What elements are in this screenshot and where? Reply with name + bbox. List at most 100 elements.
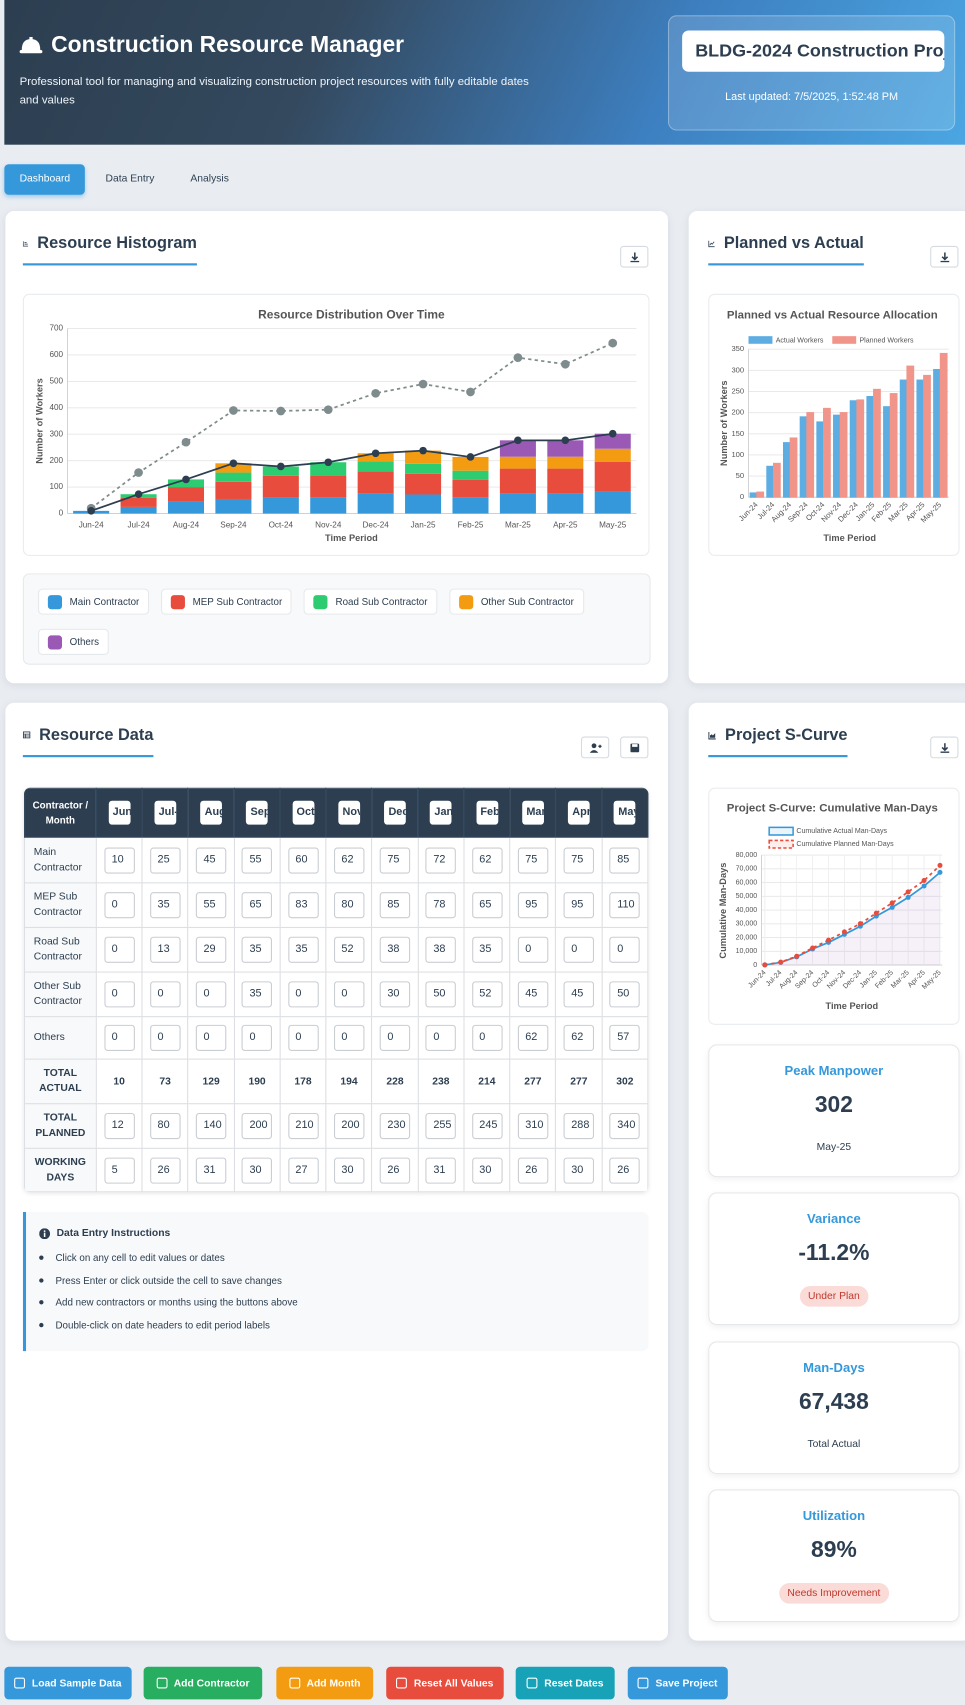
value-input[interactable]: 0 xyxy=(471,1024,503,1051)
value-input[interactable]: 0 xyxy=(103,981,135,1008)
value-input[interactable]: 29 xyxy=(195,936,227,963)
value-input[interactable]: 30 xyxy=(241,1157,273,1184)
download-button[interactable] xyxy=(930,736,959,759)
value-input[interactable]: 62 xyxy=(563,1024,595,1051)
value-input[interactable]: 55 xyxy=(195,892,227,919)
value-input[interactable]: 57 xyxy=(609,1024,641,1051)
action-button[interactable]: Reset All Values xyxy=(386,1666,504,1700)
value-input[interactable]: 62 xyxy=(471,846,503,874)
value-input[interactable]: 110 xyxy=(609,892,641,919)
project-name-input[interactable]: BLDG-2024 Construction Project xyxy=(682,30,945,72)
value-input[interactable]: 13 xyxy=(149,936,181,963)
value-input[interactable]: 62 xyxy=(517,1024,549,1051)
value-input[interactable]: 83 xyxy=(287,892,319,919)
value-input[interactable]: 31 xyxy=(195,1157,227,1184)
value-input[interactable]: 25 xyxy=(149,846,181,874)
value-input[interactable]: 45 xyxy=(563,981,595,1008)
value-input[interactable]: 255 xyxy=(425,1112,457,1140)
month-input[interactable]: Sep-24 xyxy=(246,800,268,825)
action-button[interactable]: Load Sample Data xyxy=(4,1666,132,1700)
value-input[interactable]: 27 xyxy=(287,1157,319,1184)
value-input[interactable]: 0 xyxy=(149,1024,181,1051)
value-input[interactable]: 0 xyxy=(103,892,135,919)
value-input[interactable]: 95 xyxy=(563,892,595,919)
value-input[interactable]: 210 xyxy=(287,1112,319,1140)
value-input[interactable]: 30 xyxy=(563,1157,595,1184)
value-input[interactable]: 55 xyxy=(241,846,273,874)
value-input[interactable]: 0 xyxy=(241,1024,273,1051)
value-input[interactable]: 35 xyxy=(149,892,181,919)
value-input[interactable]: 12 xyxy=(103,1112,135,1140)
value-input[interactable]: 0 xyxy=(195,1024,227,1051)
value-input[interactable]: 65 xyxy=(471,892,503,919)
value-input[interactable]: 230 xyxy=(379,1112,411,1140)
value-input[interactable]: 310 xyxy=(517,1112,549,1140)
value-input[interactable]: 0 xyxy=(333,981,365,1008)
value-input[interactable]: 38 xyxy=(425,936,457,963)
value-input[interactable]: 52 xyxy=(471,981,503,1008)
value-input[interactable]: 75 xyxy=(563,846,595,874)
value-input[interactable]: 50 xyxy=(609,981,641,1008)
value-input[interactable]: 0 xyxy=(517,936,549,963)
value-input[interactable]: 26 xyxy=(379,1157,411,1184)
month-input[interactable]: Oct-24 xyxy=(292,800,314,825)
value-input[interactable]: 35 xyxy=(241,981,273,1008)
value-input[interactable]: 26 xyxy=(149,1157,181,1184)
value-input[interactable]: 75 xyxy=(517,846,549,874)
value-input[interactable]: 45 xyxy=(195,846,227,874)
value-input[interactable]: 200 xyxy=(333,1112,365,1140)
value-input[interactable]: 52 xyxy=(333,936,365,963)
month-input[interactable]: Apr-25 xyxy=(567,800,590,825)
value-input[interactable]: 31 xyxy=(425,1157,457,1184)
month-input[interactable]: Dec-24 xyxy=(384,800,406,825)
value-input[interactable]: 0 xyxy=(103,936,135,963)
value-input[interactable]: 0 xyxy=(195,981,227,1008)
value-input[interactable]: 80 xyxy=(333,892,365,919)
value-input[interactable]: 38 xyxy=(379,936,411,963)
tab[interactable]: Analysis xyxy=(190,172,229,185)
value-input[interactable]: 30 xyxy=(379,981,411,1008)
value-input[interactable]: 0 xyxy=(563,936,595,963)
value-input[interactable]: 45 xyxy=(517,981,549,1008)
value-input[interactable]: 62 xyxy=(333,846,365,874)
add-contractor-icon-button[interactable] xyxy=(580,736,610,759)
value-input[interactable]: 288 xyxy=(563,1112,595,1140)
action-button[interactable]: Save Project xyxy=(627,1666,728,1700)
value-input[interactable]: 140 xyxy=(195,1112,227,1140)
value-input[interactable]: 50 xyxy=(425,981,457,1008)
month-input[interactable]: Jun-24 xyxy=(108,800,131,825)
value-input[interactable]: 85 xyxy=(609,846,641,874)
month-input[interactable]: Jul-24 xyxy=(154,800,177,825)
value-input[interactable]: 35 xyxy=(471,936,503,963)
value-input[interactable]: 35 xyxy=(287,936,319,963)
value-input[interactable]: 30 xyxy=(471,1157,503,1184)
month-input[interactable]: May-25 xyxy=(613,800,636,825)
value-input[interactable]: 95 xyxy=(517,892,549,919)
value-input[interactable]: 0 xyxy=(379,1024,411,1051)
month-input[interactable]: Jan-25 xyxy=(430,800,452,825)
month-input[interactable]: Mar-25 xyxy=(521,800,544,825)
tab[interactable]: Dashboard xyxy=(4,164,86,195)
value-input[interactable]: 0 xyxy=(609,936,641,963)
action-button[interactable]: Reset Dates xyxy=(515,1666,615,1700)
value-input[interactable]: 85 xyxy=(379,892,411,919)
value-input[interactable]: 80 xyxy=(149,1112,181,1140)
value-input[interactable]: 0 xyxy=(287,981,319,1008)
value-input[interactable]: 75 xyxy=(379,846,411,874)
value-input[interactable]: 245 xyxy=(471,1112,503,1140)
value-input[interactable]: 72 xyxy=(425,846,457,874)
value-input[interactable]: 0 xyxy=(103,1024,135,1051)
save-icon-button[interactable] xyxy=(620,736,649,759)
value-input[interactable]: 60 xyxy=(287,846,319,874)
value-input[interactable]: 35 xyxy=(241,936,273,963)
value-input[interactable]: 65 xyxy=(241,892,273,919)
value-input[interactable]: 5 xyxy=(103,1157,135,1184)
value-input[interactable]: 0 xyxy=(425,1024,457,1051)
tab[interactable]: Data Entry xyxy=(105,172,155,185)
download-button[interactable] xyxy=(930,245,959,268)
value-input[interactable]: 200 xyxy=(241,1112,273,1140)
month-input[interactable]: Nov-24 xyxy=(338,800,360,825)
value-input[interactable]: 78 xyxy=(425,892,457,919)
value-input[interactable]: 26 xyxy=(609,1157,641,1184)
value-input[interactable]: 340 xyxy=(609,1112,641,1140)
